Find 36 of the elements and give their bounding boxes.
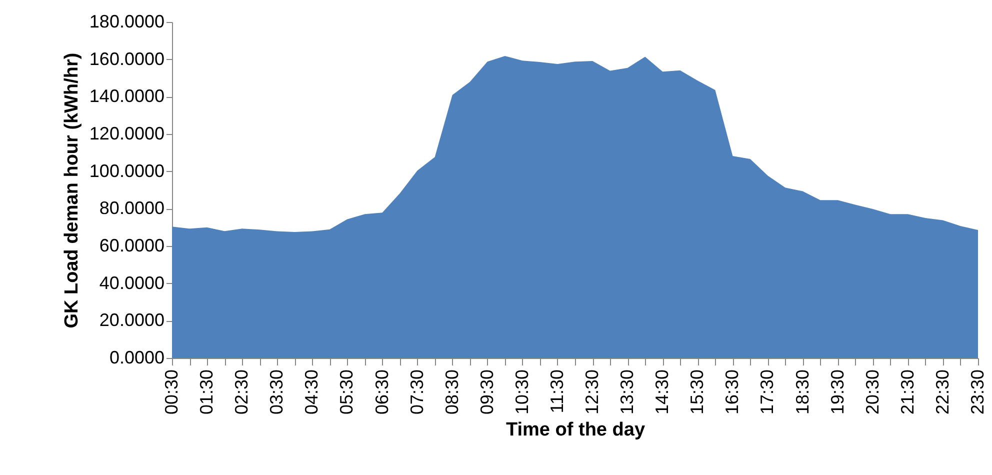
x-tick-label: 21:30: [897, 370, 918, 415]
x-tick-label: 09:30: [476, 370, 497, 415]
y-tick-label: 40.0000: [99, 272, 164, 293]
x-tick-label: 03:30: [266, 370, 287, 415]
y-tick-label: 120.0000: [89, 124, 164, 144]
y-tick-label: 140.0000: [89, 86, 164, 106]
x-tick-label: 00:30: [162, 370, 182, 415]
x-tick-label: 05:30: [336, 370, 357, 415]
x-tick-label: 12:30: [582, 370, 602, 415]
x-tick-label: 22:30: [932, 370, 952, 415]
x-tick-label: 06:30: [372, 370, 392, 415]
x-tick-label: 16:30: [722, 370, 742, 415]
x-tick-label: 01:30: [196, 370, 217, 415]
y-tick-label: 180.0000: [89, 12, 164, 32]
y-axis-title: GK Load deman hour (kWh/hr): [61, 52, 82, 328]
x-tick-label: 02:30: [232, 370, 252, 415]
x-tick-label: 15:30: [687, 370, 708, 415]
x-tick-label: 08:30: [442, 370, 462, 415]
y-tick-label: 20.0000: [99, 310, 164, 330]
x-tick-label: 20:30: [862, 370, 882, 415]
y-tick-label: 160.0000: [89, 48, 164, 69]
x-tick-label: 19:30: [827, 370, 848, 415]
y-tick-label: 60.0000: [99, 236, 164, 256]
x-tick-label: 17:30: [757, 370, 778, 415]
x-tick-label: 23:30: [968, 370, 988, 415]
y-tick-label: 80.0000: [99, 198, 164, 218]
x-tick-label: 07:30: [406, 370, 427, 415]
x-tick-label: 11:30: [546, 370, 567, 414]
x-tick-label: 04:30: [302, 370, 322, 415]
y-tick-label: 100.0000: [89, 160, 164, 181]
x-tick-label: 14:30: [652, 370, 672, 415]
x-axis-title: Time of the day: [506, 420, 646, 441]
y-tick-label: 0.0000: [109, 348, 164, 368]
x-tick-label: 18:30: [792, 370, 812, 415]
x-tick-label: 13:30: [617, 370, 638, 415]
x-tick-label: 10:30: [512, 370, 532, 415]
